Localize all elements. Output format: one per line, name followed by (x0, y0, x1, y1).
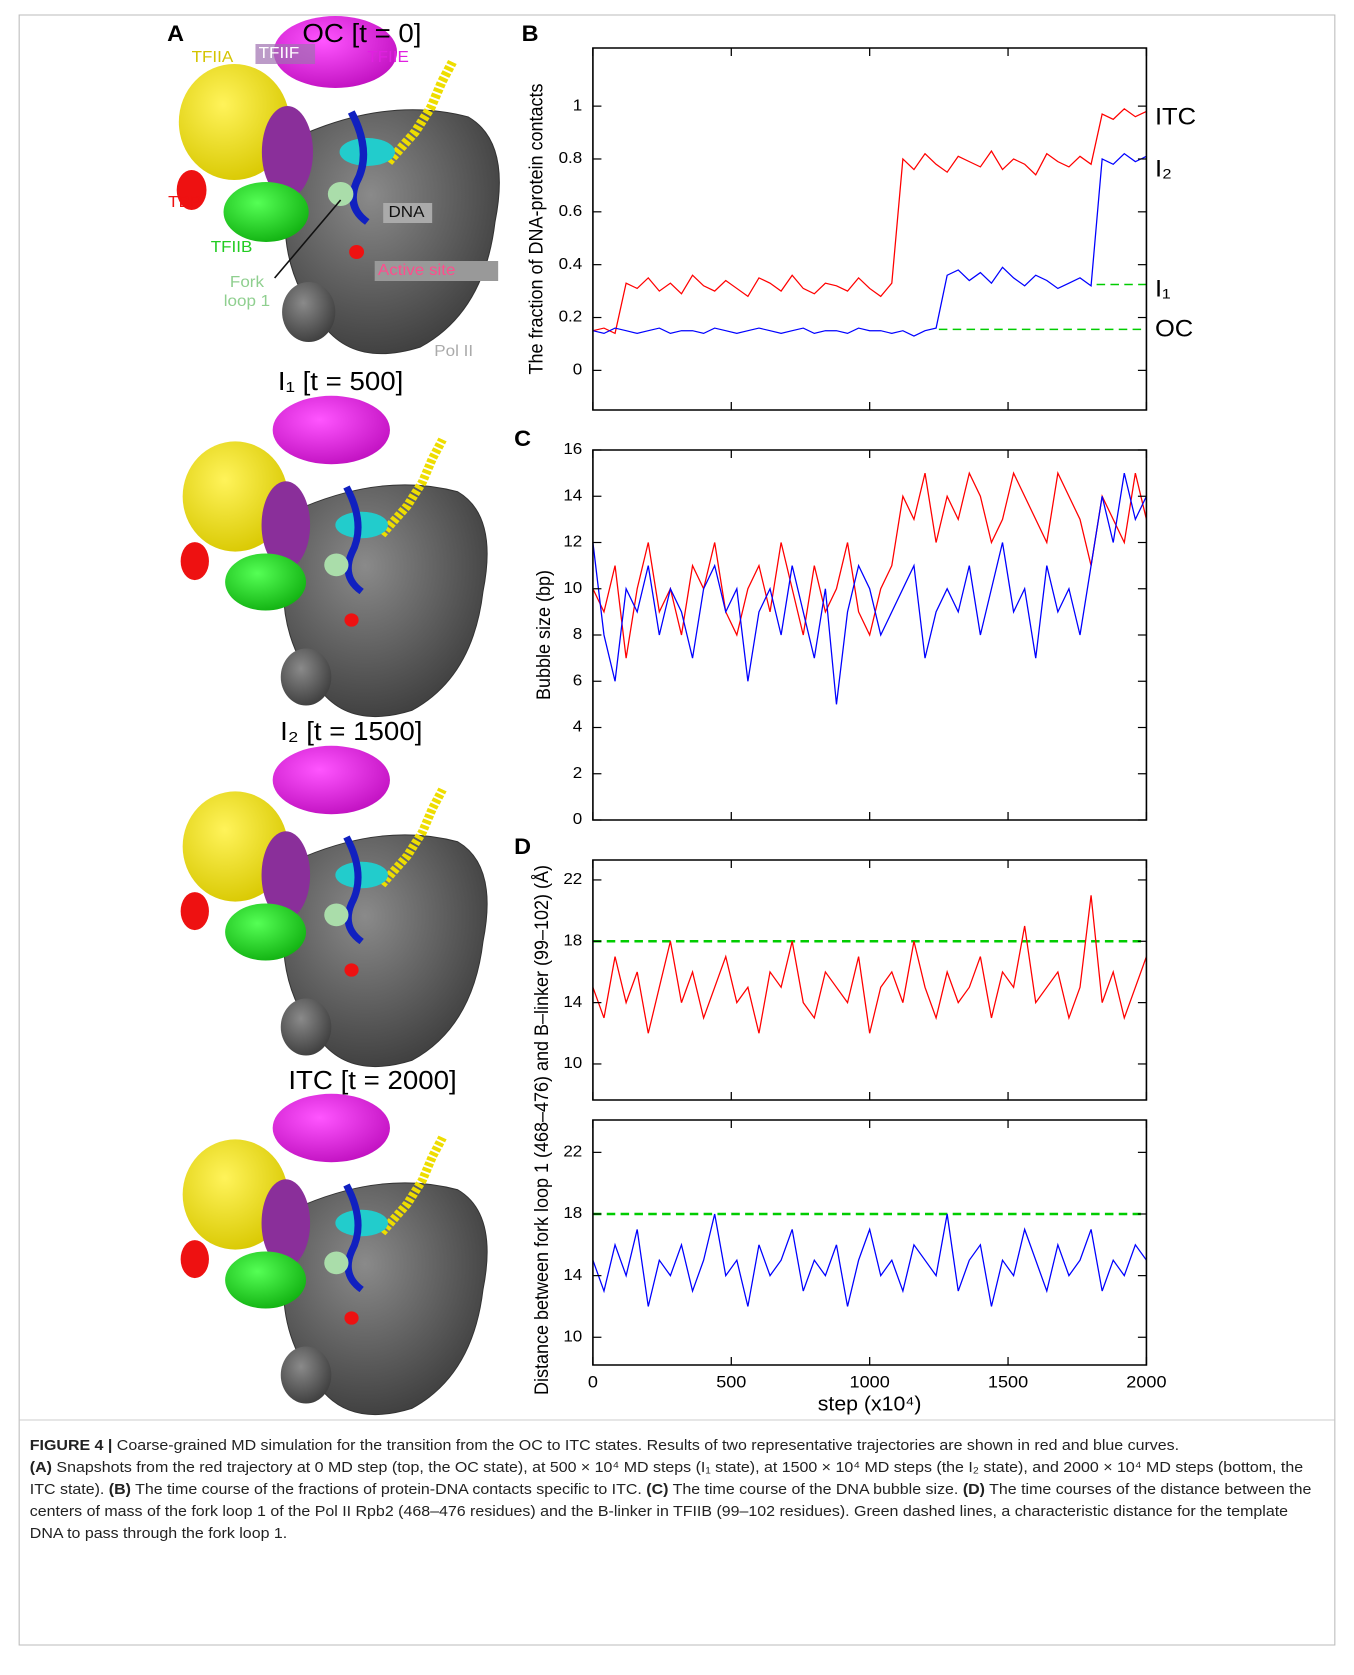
y-tick-label: 10 (563, 1327, 582, 1345)
mol-label: Active site (378, 261, 456, 279)
y-tick-label: 10 (563, 1054, 582, 1072)
plot-frame (592, 47, 1148, 411)
caption: FIGURE 4 | Coarse-grained MD simulation … (30, 1435, 1323, 1545)
caption-part-label: (A) (29, 1459, 52, 1476)
caption-lead: FIGURE 4 | Coarse-grained MD simulation … (30, 1435, 1323, 1457)
series-line (592, 1213, 1147, 1307)
mol-label: TFIIF (259, 44, 300, 62)
mol-label: Fork (230, 273, 265, 291)
figure-border (18, 14, 1336, 1646)
caption-text: Coarse-grained MD simulation for the tra… (116, 1437, 1180, 1454)
panel-label: D (514, 833, 531, 858)
y-tick-label: 2 (573, 763, 582, 781)
caption-parts: (A) Snapshots from the red trajectory at… (30, 1457, 1323, 1545)
y-axis-label: The fraction of DNA-protein contacts (525, 84, 547, 375)
state-annotation: OC (1155, 316, 1193, 342)
mol-label: TFIIA (192, 48, 234, 66)
x-axis-label: step (x10⁴) (818, 1393, 922, 1415)
x-tick-label: 1500 (988, 1372, 1028, 1391)
mol-label: loop 1 (224, 292, 270, 310)
plot-frame (592, 1119, 1148, 1366)
mol-label: TFIIB (211, 238, 253, 256)
y-tick-label: 12 (563, 532, 582, 550)
panel-label: B (522, 20, 539, 45)
y-tick-label: 18 (563, 1204, 582, 1222)
caption-part-label: (D) (962, 1481, 985, 1498)
y-tick-label: 4 (573, 717, 582, 735)
snapshot-title: I₂ [t = 1500] (280, 717, 422, 746)
x-tick-label: 500 (716, 1372, 746, 1391)
series-line (592, 895, 1148, 1034)
snapshot-title: OC [t = 0] (302, 19, 421, 48)
snapshot-itc (181, 1094, 487, 1415)
label-bg (383, 203, 433, 223)
snapshot-title: I₁ [t = 500] (278, 367, 403, 396)
mol-label: TBP (168, 193, 201, 211)
caption-text: The time course of the fractions of prot… (135, 1481, 642, 1498)
state-annotation: I₁ (1155, 276, 1171, 302)
snapshot-title: ITC [t = 2000] (288, 1066, 456, 1095)
series-line (592, 471, 1148, 659)
y-tick-label: 18 (563, 931, 582, 949)
y-tick-label: 0.2 (559, 307, 583, 325)
y-tick-label: 14 (563, 992, 582, 1010)
y-tick-label: 22 (563, 1142, 582, 1160)
state-annotation: I₂ (1155, 156, 1172, 182)
snapshot-i1 (181, 396, 487, 717)
series-line (592, 152, 1147, 337)
x-tick-label: 2000 (1126, 1372, 1166, 1391)
y-tick-label: 10 (563, 578, 582, 596)
x-tick-label: 1000 (850, 1372, 890, 1391)
y-tick-label: 22 (563, 870, 582, 888)
pointer-line (274, 199, 342, 279)
mol-label: DNA (389, 203, 425, 221)
y-tick-label: 14 (563, 486, 582, 504)
caption-box: FIGURE 4 | Coarse-grained MD simulation … (30, 1435, 1323, 1545)
snapshot-i2 (181, 746, 487, 1067)
series-line (592, 107, 1147, 335)
panel-a: OC [t = 0] I₁ [t = 500] I₂ [t = 1500] IT… (168, 16, 499, 1415)
plot-frame (592, 859, 1148, 1101)
mol-label: TFIIE (367, 48, 409, 66)
y-tick-label: 8 (573, 625, 582, 643)
caption-text: The time courses of the distance between… (29, 1481, 1312, 1542)
y-axis-label: Distance between fork loop 1 (468–476) a… (530, 865, 552, 1395)
x-tick-label: 0 (588, 1372, 598, 1391)
y-tick-label: 0 (573, 360, 582, 378)
y-axis-label: Bubble size (bp) (533, 570, 555, 700)
y-tick-label: 0 (573, 810, 582, 828)
y-tick-label: 14 (563, 1265, 582, 1283)
y-tick-label: 0.4 (559, 254, 583, 272)
caption-text: The time course of the DNA bubble size. (672, 1481, 959, 1498)
caption-part-label: (C) (646, 1481, 669, 1498)
panel-label: C (514, 425, 531, 450)
label-bg (255, 44, 316, 64)
label-bg (374, 261, 499, 281)
figure-label: FIGURE 4 | (29, 1437, 113, 1454)
caption-text: Snapshots from the red trajectory at 0 M… (29, 1459, 1304, 1498)
mol-label: Pol II (434, 342, 473, 360)
y-tick-label: 1 (573, 96, 582, 114)
y-tick-label: 16 (563, 440, 582, 458)
y-tick-label: 6 (573, 671, 582, 689)
y-tick-label: 0.8 (559, 149, 583, 167)
state-annotation: ITC (1155, 104, 1196, 130)
y-tick-label: 0.6 (559, 202, 583, 220)
series-line (592, 472, 1148, 705)
panel-label: A (167, 20, 184, 45)
caption-part-label: (B) (108, 1481, 131, 1498)
